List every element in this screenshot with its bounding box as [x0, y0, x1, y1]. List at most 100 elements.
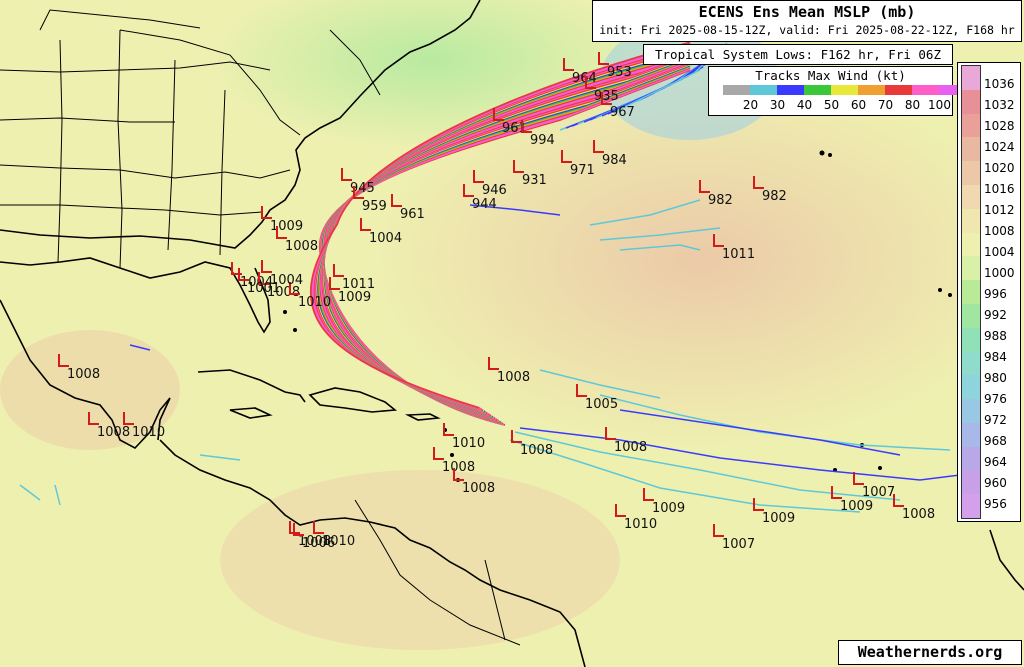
low-pressure-value: 931: [522, 173, 547, 188]
chart-title: ECENS Ens Mean MSLP (mb): [698, 3, 916, 21]
low-marker-l: [341, 168, 352, 181]
low-pressure-value: 953: [607, 65, 632, 80]
pressure-low: 946: [473, 170, 507, 198]
colorbar-segment: [962, 256, 980, 281]
colorbar-label: 1024: [984, 140, 1015, 154]
pressure-low: 1010: [313, 521, 355, 549]
low-marker-l: [521, 120, 532, 133]
low-pressure-value: 971: [570, 163, 595, 178]
pressure-low: 1011: [333, 264, 375, 292]
pressure-low: 1008: [893, 494, 935, 522]
low-pressure-value: 1010: [624, 517, 657, 532]
low-marker-l: [513, 160, 524, 173]
low-pressure-value: 1009: [840, 499, 873, 514]
low-marker-l: [473, 170, 484, 183]
low-pressure-value: 964: [572, 71, 597, 86]
pressure-low: 1008: [511, 430, 553, 458]
low-pressure-value: 1009: [270, 219, 303, 234]
low-pressure-value: 961: [502, 121, 527, 136]
colorbar-segment: [962, 494, 980, 519]
low-pressure-value: 1007: [862, 485, 895, 500]
tracks-legend-swatch: [777, 85, 804, 95]
low-marker-l: [615, 504, 626, 517]
low-marker-l: [576, 384, 587, 397]
low-pressure-value: 1010: [452, 436, 485, 451]
colorbar-label: 1012: [984, 203, 1015, 217]
low-marker-l: [463, 184, 474, 197]
tracks-legend-value: 20: [742, 98, 759, 112]
low-pressure-value: 946: [482, 183, 507, 198]
pressure-low: 1001: [238, 268, 280, 296]
low-marker-l: [123, 412, 134, 425]
weak-track: [469, 204, 561, 216]
low-pressure-value: 1008: [67, 367, 100, 382]
colorbar-label: 1036: [984, 77, 1015, 91]
low-pressure-value: 1009: [762, 511, 795, 526]
low-marker-l: [601, 92, 612, 105]
colorbar-segment: [962, 66, 980, 90]
pressure-low: 984: [593, 140, 627, 168]
chart-subtitle: init: Fri 2025-08-15-12Z, valid: Fri 202…: [599, 23, 1015, 37]
low-pressure-value: 967: [610, 105, 635, 120]
colorbar-label: 960: [984, 476, 1007, 490]
low-pressure-value: 1008: [298, 534, 331, 549]
low-marker-l: [511, 430, 522, 443]
weak-track: [129, 344, 151, 351]
gulf-shading: [0, 330, 180, 450]
colorbar-segment: [962, 422, 980, 447]
colorbar-strip: [961, 65, 981, 519]
pressure-low: 971: [561, 150, 595, 178]
low-pressure-value: 1004: [240, 275, 273, 290]
tracks-legend-value: 100: [928, 98, 951, 112]
low-marker-l: [313, 521, 324, 534]
colorbar-segment: [962, 137, 980, 162]
tracks-legend-value: 80: [904, 98, 921, 112]
weak-track: [509, 439, 861, 513]
low-marker-l: [443, 423, 454, 436]
ensemble-track: [310, 41, 691, 409]
weak-track: [599, 227, 721, 241]
low-marker-l: [333, 264, 344, 277]
tracks-legend-swatch: [831, 85, 858, 95]
low-pressure-value: 982: [708, 193, 733, 208]
low-marker-l: [258, 272, 269, 285]
low-pressure-value: 935: [594, 89, 619, 104]
pressure-low: 1008: [453, 468, 495, 496]
low-marker-l: [853, 472, 864, 485]
pressure-low: 953: [598, 52, 632, 80]
colorbar-segment: [962, 280, 980, 304]
pressure-low: 1011: [713, 234, 755, 262]
colorbar-segment: [962, 303, 980, 328]
south-land-shading: [220, 470, 620, 650]
credit-watermark: Weathernerds.org: [838, 640, 1022, 665]
low-marker-l: [261, 206, 272, 219]
low-pressure-value: 1008: [97, 425, 130, 440]
colorbar-label: 972: [984, 413, 1007, 427]
colorbar-label: 1016: [984, 182, 1015, 196]
tracks-legend-swatches: [723, 85, 966, 95]
colorbar-label: 1004: [984, 245, 1015, 259]
recurving-ensemble-tracks: [310, 41, 691, 426]
low-pressure-value: 1011: [342, 277, 375, 292]
low-marker-l: [831, 486, 842, 499]
low-marker-l: [699, 180, 710, 193]
tracks-legend-swatch: [912, 85, 939, 95]
colorbar-label: 980: [984, 371, 1007, 385]
lows-label: Tropical System Lows: F162 hr, Fri 06Z: [643, 44, 953, 65]
low-pressure-value: 1010: [298, 295, 331, 310]
low-marker-l: [88, 412, 99, 425]
colorbar-segment: [962, 184, 980, 209]
tracks-legend-values: 20 30 40 50 60 70 80 100: [737, 98, 953, 112]
low-marker-l: [561, 150, 572, 163]
weak-track: [619, 409, 901, 456]
weak-track: [589, 199, 701, 226]
tracks-legend-swatch: [858, 85, 885, 95]
low-marker-l: [453, 468, 464, 481]
low-marker-l: [713, 234, 724, 247]
low-pressure-value: 944: [472, 197, 497, 212]
tracks-legend-value: 60: [850, 98, 867, 112]
pressure-low: 1008: [58, 354, 100, 382]
low-pressure-value: 1009: [652, 501, 685, 516]
